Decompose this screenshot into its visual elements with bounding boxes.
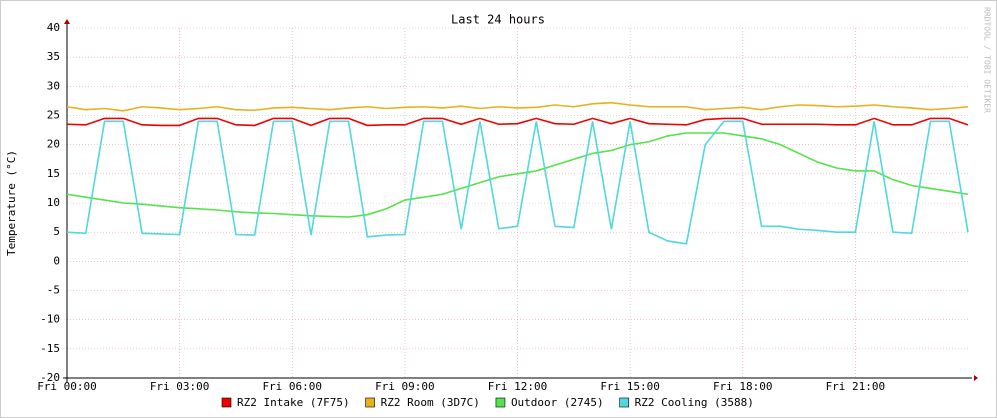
axis-arrow bbox=[64, 19, 70, 24]
x-tick-label: Fri 18:00 bbox=[713, 380, 773, 393]
axis-arrow bbox=[974, 375, 978, 381]
y-tick-label: 40 bbox=[47, 21, 60, 34]
series-line bbox=[66, 120, 969, 245]
y-tick-label: 0 bbox=[53, 254, 60, 267]
watermark: RRDTOOL / TOBI OETIKER bbox=[983, 7, 992, 113]
y-tick-label: -5 bbox=[47, 284, 60, 297]
legend-label: Outdoor (2745) bbox=[511, 396, 604, 409]
series-line bbox=[66, 101, 969, 112]
legend-swatch bbox=[365, 397, 375, 408]
y-tick-label: -20 bbox=[40, 371, 60, 384]
legend-swatch bbox=[221, 397, 232, 408]
y-tick-label: 5 bbox=[53, 225, 60, 238]
y-tick-label: 10 bbox=[47, 196, 60, 209]
series-line bbox=[66, 117, 969, 127]
y-axis-label: Temperature (°C) bbox=[5, 150, 18, 256]
legend-label: RZ2 Intake (7F75) bbox=[237, 396, 350, 409]
x-tick-label: Fri 09:00 bbox=[375, 380, 435, 393]
chart-title: Last 24 hours bbox=[451, 13, 545, 27]
x-tick-label: Fri 12:00 bbox=[488, 380, 548, 393]
legend-label: RZ2 Room (3D7C) bbox=[381, 396, 480, 409]
y-tick-label: 25 bbox=[47, 109, 60, 122]
x-tick-label: Fri 00:00 bbox=[37, 380, 97, 393]
legend-swatch bbox=[619, 397, 629, 408]
x-tick-label: Fri 06:00 bbox=[262, 380, 322, 393]
x-tick-label: Fri 03:00 bbox=[150, 380, 210, 393]
y-tick-label: -10 bbox=[40, 313, 60, 326]
y-tick-label: 15 bbox=[47, 167, 60, 180]
y-tick-label: 30 bbox=[47, 79, 60, 92]
y-tick-label: -15 bbox=[40, 342, 60, 355]
legend-swatch bbox=[495, 397, 506, 408]
series-line bbox=[66, 132, 969, 218]
x-tick-label: Fri 15:00 bbox=[600, 380, 660, 393]
legend-label: RZ2 Cooling (3588) bbox=[635, 396, 754, 409]
x-tick-label: Fri 21:00 bbox=[826, 380, 886, 393]
y-tick-label: 35 bbox=[47, 50, 60, 63]
y-tick-label: 20 bbox=[47, 138, 60, 151]
